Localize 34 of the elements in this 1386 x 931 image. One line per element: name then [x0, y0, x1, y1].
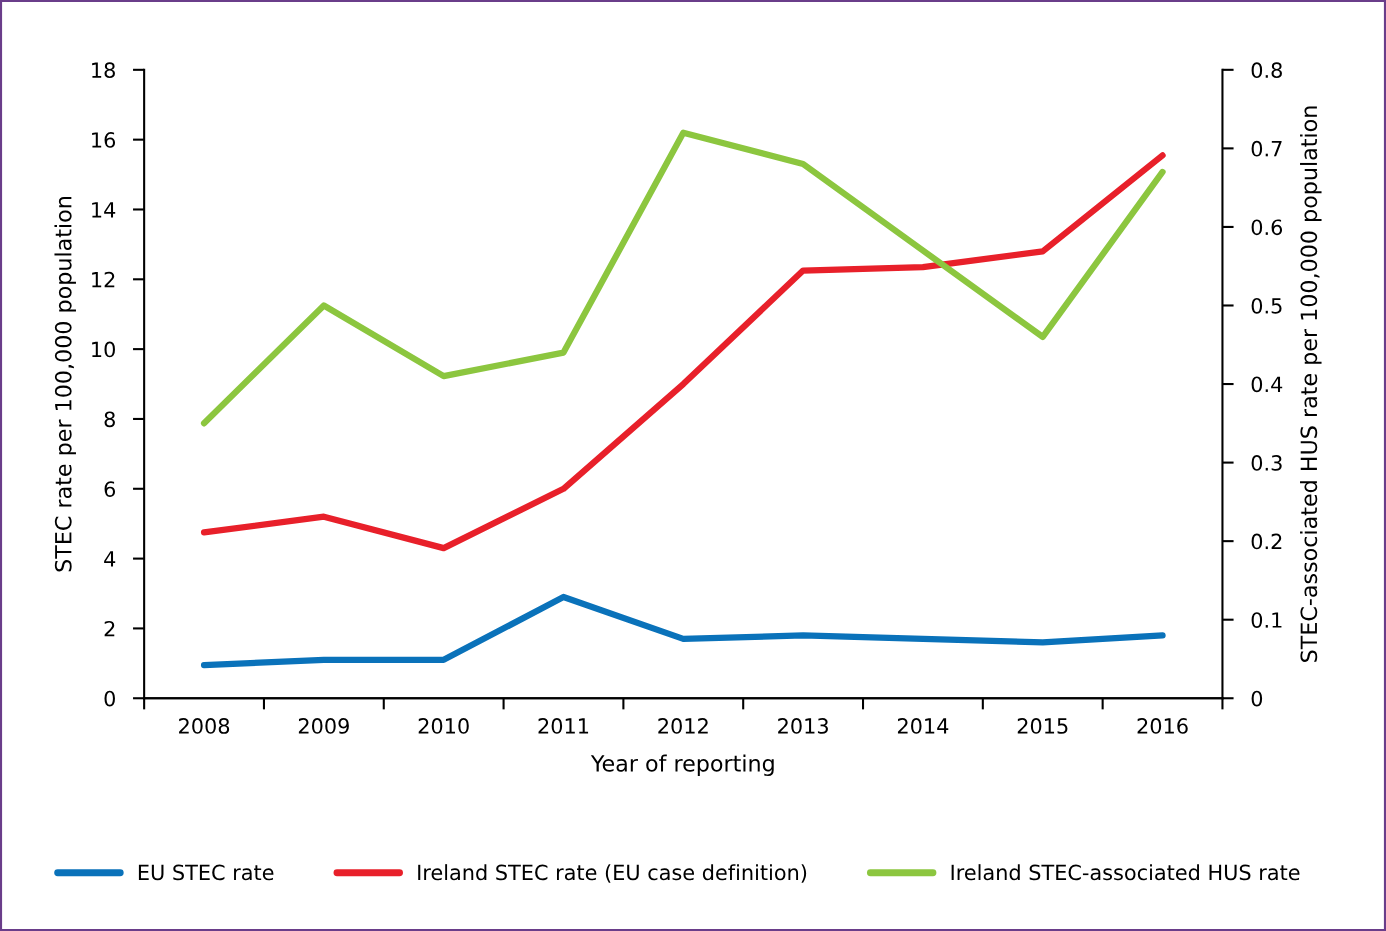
y2-tick-label: 0.4 — [1251, 376, 1283, 393]
legend-label: Ireland STEC-associated HUS rate — [951, 864, 1300, 881]
legend-label: Ireland STEC rate (EU case definition) — [418, 864, 807, 883]
y2-axis-title: STEC-associated HUS rate per 100,000 population — [1300, 106, 1322, 662]
y2-tick-label: 0.6 — [1251, 219, 1283, 236]
y-tick-label: 18 — [92, 62, 115, 79]
y-axis-title: STEC rate per 100,000 population — [54, 197, 76, 572]
x-tick-label: 2008 — [179, 718, 230, 734]
y2-tick-label: 0 — [1251, 690, 1263, 707]
y-tick-label: 14 — [92, 202, 116, 218]
x-axis-title: Year of reporting — [590, 754, 774, 777]
y-tick-label: 10 — [92, 341, 115, 358]
y2-tick-label: 0.8 — [1251, 62, 1282, 79]
y2-tick-label: 0.7 — [1251, 140, 1282, 157]
x-tick-label: 2016 — [1137, 718, 1188, 734]
y2-tick-label: 0.5 — [1251, 297, 1282, 314]
x-tick-label: 2013 — [778, 718, 828, 734]
x-tick-label: 2012 — [658, 718, 708, 734]
y2-tick-label: 0.1 — [1251, 612, 1282, 628]
x-tick-label: 2014 — [897, 718, 949, 734]
y-tick-label: 0 — [104, 690, 115, 707]
y-tick-label: 8 — [104, 411, 115, 428]
y-tick-label: 12 — [92, 271, 115, 288]
x-tick-label: 2011 — [538, 718, 589, 734]
legend-label: EU STEC rate — [138, 864, 274, 881]
y2-tick-label: 0.2 — [1251, 533, 1282, 550]
y-tick-label: 16 — [92, 132, 116, 148]
x-tick-label: 2010 — [418, 718, 469, 734]
y-tick-label: 4 — [104, 551, 116, 567]
y-tick-label: 6 — [104, 481, 116, 497]
x-tick-label: 2015 — [1017, 718, 1068, 734]
x-tick-label: 2009 — [298, 718, 349, 734]
y-tick-label: 2 — [104, 620, 115, 637]
y2-tick-label: 0.3 — [1251, 455, 1282, 471]
